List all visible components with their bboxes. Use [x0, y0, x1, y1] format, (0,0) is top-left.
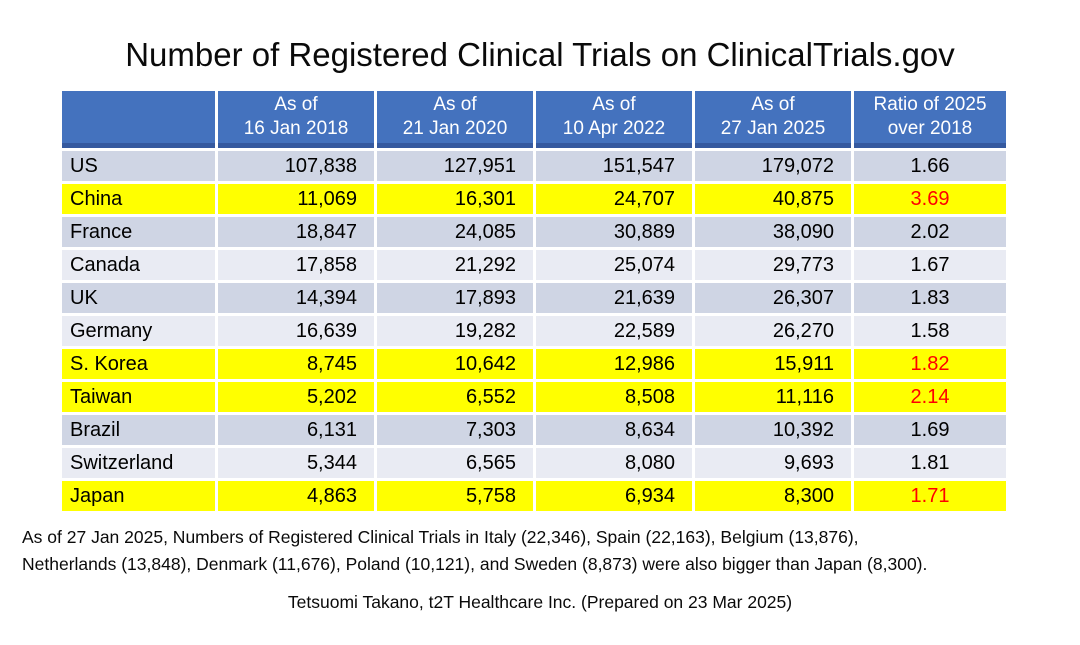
country-cell: Switzerland	[62, 448, 215, 478]
page-title: Number of Registered Clinical Trials on …	[125, 36, 955, 73]
country-cell: France	[62, 217, 215, 247]
ratio-cell: 1.82	[854, 349, 1006, 379]
value-cell: 26,270	[695, 316, 851, 346]
ratio-cell: 1.66	[854, 151, 1006, 181]
value-cell: 6,552	[377, 382, 533, 412]
value-cell: 17,858	[218, 250, 374, 280]
country-cell: China	[62, 184, 215, 214]
table-row: France 18,847 24,085 30,889 38,090 2.02	[62, 217, 1006, 247]
value-cell: 16,301	[377, 184, 533, 214]
table-row: Japan 4,863 5,758 6,934 8,300 1.71	[62, 481, 1006, 511]
value-cell: 22,589	[536, 316, 692, 346]
header-row: As of 16 Jan 2018 As of 21 Jan 2020 As o…	[62, 91, 1006, 148]
ratio-cell: 1.81	[854, 448, 1006, 478]
value-cell: 7,303	[377, 415, 533, 445]
value-cell: 26,307	[695, 283, 851, 313]
value-cell: 40,875	[695, 184, 851, 214]
value-cell: 107,838	[218, 151, 374, 181]
table-row: Switzerland 5,344 6,565 8,080 9,693 1.81	[62, 448, 1006, 478]
ratio-cell: 1.58	[854, 316, 1006, 346]
country-cell: US	[62, 151, 215, 181]
value-cell: 5,344	[218, 448, 374, 478]
footnote: As of 27 Jan 2025, Numbers of Registered…	[22, 524, 1062, 578]
country-cell: S. Korea	[62, 349, 215, 379]
country-cell: Germany	[62, 316, 215, 346]
table-row: Germany 16,639 19,282 22,589 26,270 1.58	[62, 316, 1006, 346]
table-row: China 11,069 16,301 24,707 40,875 3.69	[62, 184, 1006, 214]
country-cell: Taiwan	[62, 382, 215, 412]
header-col-2025: As of 27 Jan 2025	[695, 91, 851, 148]
value-cell: 10,392	[695, 415, 851, 445]
footnote-line2: Netherlands (13,848), Denmark (11,676), …	[22, 554, 928, 574]
value-cell: 21,639	[536, 283, 692, 313]
value-cell: 11,116	[695, 382, 851, 412]
value-cell: 16,639	[218, 316, 374, 346]
value-cell: 6,131	[218, 415, 374, 445]
header-col-2020: As of 21 Jan 2020	[377, 91, 533, 148]
table-row: Brazil 6,131 7,303 8,634 10,392 1.69	[62, 415, 1006, 445]
value-cell: 9,693	[695, 448, 851, 478]
ratio-cell: 1.69	[854, 415, 1006, 445]
value-cell: 10,642	[377, 349, 533, 379]
value-cell: 25,074	[536, 250, 692, 280]
value-cell: 5,758	[377, 481, 533, 511]
value-cell: 12,986	[536, 349, 692, 379]
value-cell: 17,893	[377, 283, 533, 313]
table-row: US 107,838 127,951 151,547 179,072 1.66	[62, 151, 1006, 181]
value-cell: 8,300	[695, 481, 851, 511]
table-row: Canada 17,858 21,292 25,074 29,773 1.67	[62, 250, 1006, 280]
header-corner-cell	[62, 91, 215, 148]
value-cell: 18,847	[218, 217, 374, 247]
value-cell: 127,951	[377, 151, 533, 181]
table-row: UK 14,394 17,893 21,639 26,307 1.83	[62, 283, 1006, 313]
ratio-cell: 2.14	[854, 382, 1006, 412]
value-cell: 24,707	[536, 184, 692, 214]
clinical-trials-table: As of 16 Jan 2018 As of 21 Jan 2020 As o…	[59, 88, 1009, 514]
value-cell: 5,202	[218, 382, 374, 412]
value-cell: 15,911	[695, 349, 851, 379]
attribution: Tetsuomi Takano, t2T Healthcare Inc. (Pr…	[287, 592, 793, 612]
table-row: S. Korea 8,745 10,642 12,986 15,911 1.82	[62, 349, 1006, 379]
header-col-2022: As of 10 Apr 2022	[536, 91, 692, 148]
table-body: US 107,838 127,951 151,547 179,072 1.66 China 1…	[62, 151, 1006, 511]
value-cell: 6,565	[377, 448, 533, 478]
value-cell: 8,508	[536, 382, 692, 412]
value-cell: 8,745	[218, 349, 374, 379]
country-cell: UK	[62, 283, 215, 313]
value-cell: 14,394	[218, 283, 374, 313]
value-cell: 38,090	[695, 217, 851, 247]
table-row: Taiwan 5,202 6,552 8,508 11,116 2.14	[62, 382, 1006, 412]
value-cell: 6,934	[536, 481, 692, 511]
value-cell: 19,282	[377, 316, 533, 346]
value-cell: 21,292	[377, 250, 533, 280]
value-cell: 8,080	[536, 448, 692, 478]
country-cell: Canada	[62, 250, 215, 280]
ratio-cell: 3.69	[854, 184, 1006, 214]
footnote-line1: As of 27 Jan 2025, Numbers of Registered…	[22, 527, 859, 547]
value-cell: 151,547	[536, 151, 692, 181]
header-col-ratio: Ratio of 2025 over 2018	[854, 91, 1006, 148]
country-cell: Japan	[62, 481, 215, 511]
header-col-2018: As of 16 Jan 2018	[218, 91, 374, 148]
ratio-cell: 1.71	[854, 481, 1006, 511]
value-cell: 29,773	[695, 250, 851, 280]
value-cell: 11,069	[218, 184, 374, 214]
value-cell: 8,634	[536, 415, 692, 445]
value-cell: 179,072	[695, 151, 851, 181]
value-cell: 30,889	[536, 217, 692, 247]
table-header: As of 16 Jan 2018 As of 21 Jan 2020 As o…	[62, 91, 1006, 148]
ratio-cell: 1.67	[854, 250, 1006, 280]
value-cell: 4,863	[218, 481, 374, 511]
ratio-cell: 1.83	[854, 283, 1006, 313]
ratio-cell: 2.02	[854, 217, 1006, 247]
country-cell: Brazil	[62, 415, 215, 445]
value-cell: 24,085	[377, 217, 533, 247]
